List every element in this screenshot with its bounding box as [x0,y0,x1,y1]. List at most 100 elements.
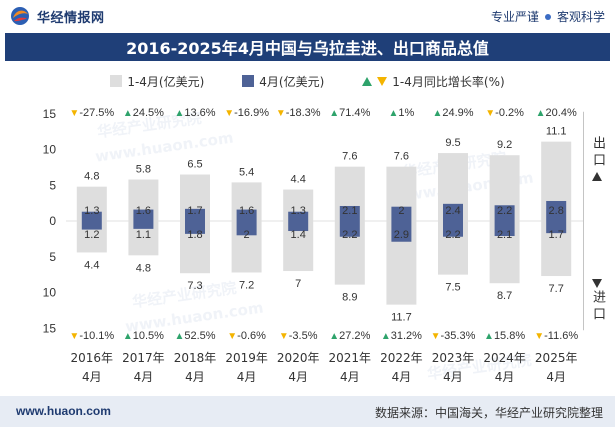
logo[interactable]: 华经情报网 [10,6,105,26]
y-tick-label: 15 [43,107,57,121]
growth-value: -11.6 [544,330,568,342]
import-april-value-label: 2.1 [497,229,512,241]
legend-label-growth: 1-4月同比增长率(%) [392,74,505,89]
growth-value: -18.3 [286,107,311,119]
import-april-bar [81,221,102,230]
import-growth-label: ▼-11.6% [534,330,578,342]
growth-unit: % [308,330,318,342]
growth-unit: % [515,330,525,342]
export-growth-label: ▲1% [388,107,414,119]
x-tick-month: 4月 [82,370,102,384]
down-triangle-icon: ▼ [279,331,289,342]
import-growth-label: ▲52.5% [174,330,215,342]
side-label-import-text: 进口 [590,290,605,324]
growth-unit: % [567,107,577,119]
up-triangle-icon: ▲ [329,108,339,119]
export-cumulative-value-label: 7.6 [342,151,357,163]
growth-unit: % [104,330,114,342]
legend-label-cumulative: 1-4月(亿美元) [127,74,205,89]
export-growth-label: ▲13.6% [174,107,215,119]
import-april-value-label: 2 [244,229,250,241]
growth-value: -35.3 [441,330,466,342]
side-label-export: 出口 [590,136,605,181]
growth-unit: % [256,330,266,342]
growth-unit: % [104,107,114,119]
chart-plot: 华经产业研究院www.huaon.com华经产业研究院www.huaon.com… [43,107,584,384]
export-april-value-label: 1.3 [84,205,99,217]
export-april-value-label: 2.4 [445,205,460,217]
x-tick-month: 4月 [495,370,515,384]
export-april-bar [546,200,567,221]
y-tick-label: 10 [43,286,57,300]
export-growth-label: ▲20.4% [536,107,577,119]
x-tick-month: 4月 [546,370,566,384]
growth-value: 15.8 [494,330,515,342]
x-tick-label: 2021年 4月 [329,351,372,384]
side-label-export-text: 出口 [590,136,605,170]
up-triangle-icon: ▲ [432,108,442,119]
export-april-value-label: 1.6 [136,205,151,217]
import-april-bar [391,221,412,242]
growth-unit: % [361,107,371,119]
growth-value: 20.4 [546,107,567,119]
export-cumulative-value-label: 9.5 [445,137,460,149]
growth-value: -0.2 [495,107,514,119]
export-april-bar [339,205,360,221]
footer-site-link[interactable]: www.huaon.com [16,404,111,418]
y-tick-label: 5 [49,178,56,192]
logo-icon-lower-swoosh [14,17,27,22]
y-tick-label: 5 [49,250,56,264]
import-growth-label: ▲31.2% [381,330,422,342]
export-cumulative-value-label: 5.4 [239,166,254,178]
x-tick-label: 2023年 4月 [432,351,475,384]
import-april-value-label: 2.2 [445,229,460,241]
logo-icon-disc [11,7,29,25]
growth-value: 71.4 [339,107,360,119]
legend-item-april[interactable]: 4月(亿美元) [242,73,324,90]
export-cumulative-value-label: 4.4 [291,174,306,186]
growth-value: 10.5 [133,330,154,342]
x-tick-year: 2025年 [535,351,578,365]
import-april-value-label: 1.4 [291,229,306,241]
slogan-right: 客观科学 [556,10,605,24]
up-triangle-icon: ▲ [123,331,133,342]
up-triangle-icon [592,172,602,181]
export-cumulative-value-label: 7.6 [394,151,409,163]
growth-value: -16.9 [234,107,259,119]
import-april-bar [133,221,154,229]
y-tick-label: 15 [43,321,57,335]
legend-swatch-april [242,75,255,87]
chart-title: 2016-2025年4月中国与乌拉圭进、出口商品总值 [126,39,489,58]
x-tick-month: 4月 [340,370,360,384]
import-growth-label: ▼-35.3% [431,330,476,342]
x-tick-label: 2018年 4月 [174,351,217,384]
down-triangle-icon: ▼ [276,108,286,119]
legend-item-growth[interactable]: 1-4月同比增长率(%) [362,73,505,90]
up-triangle-icon: ▲ [388,108,398,119]
growth-value: 24.5 [133,107,154,119]
growth-value: 27.2 [339,330,360,342]
side-label-import: 进口 [590,279,605,324]
x-tick-label: 2016年 4月 [71,351,114,384]
down-triangle-icon: ▼ [69,331,79,342]
export-april-bar [288,211,309,221]
export-growth-label: ▲71.4% [329,107,370,119]
import-cumulative-value-label: 11.7 [391,312,412,324]
export-cumulative-value-label: 9.2 [497,139,512,151]
legend-item-cumulative[interactable]: 1-4月(亿美元) [110,73,204,90]
down-triangle-icon: ▼ [534,331,544,342]
import-april-value-label: 1.2 [84,229,99,241]
import-april-value-label: 1.8 [187,229,202,241]
legend-swatch-cumulative [110,75,123,87]
import-april-bar [288,221,309,232]
export-april-value-label: 2.8 [549,205,564,217]
growth-unit: % [514,107,524,119]
x-tick-year: 2017年 [122,351,165,365]
slogan-left: 专业严谨 [490,10,539,24]
down-triangle-shape [377,76,388,86]
import-cumulative-value-label: 7 [295,278,301,290]
export-growth-label: ▼-18.3% [276,107,321,119]
import-growth-label: ▼-3.5% [279,330,318,342]
separator-dot-icon [544,13,551,20]
growth-value: 13.6 [184,107,205,119]
